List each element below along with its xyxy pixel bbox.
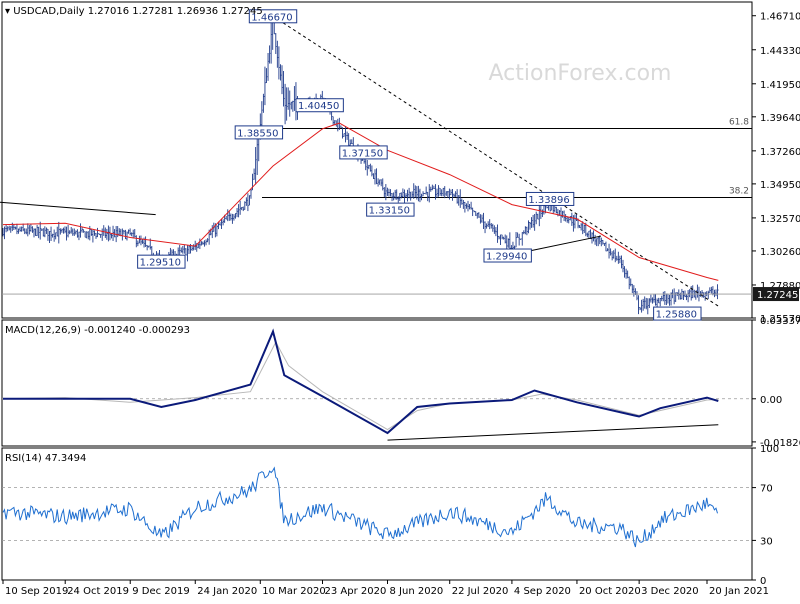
price-ytick-label: 1.39640 [760, 113, 800, 124]
price-annotation-label: 1.40450 [298, 101, 339, 112]
price-ytick-label: 1.27880 [760, 281, 800, 292]
moving-average-line [2, 122, 719, 281]
price-ytick-label: 1.41950 [760, 80, 800, 91]
xaxis-date-label: 24 Oct 2019 [67, 586, 129, 597]
macd-ytick-label: -0.018262 [760, 438, 800, 449]
rsi-panel-frame [1, 447, 753, 581]
price-annotation-label: 1.25880 [656, 310, 697, 321]
price-ytick-label: 1.30260 [760, 247, 800, 258]
xaxis-date-label: 24 Jan 2020 [197, 586, 257, 597]
price-ytick-label: 1.46710 [760, 12, 800, 23]
macd-header-text: MACD(12,26,9) -0.001240 -0.000293 [5, 325, 190, 336]
xaxis-date-label: 4 Sep 2020 [514, 586, 571, 597]
price-annotation-label: 1.33896 [528, 195, 569, 206]
rsi-header-text: RSI(14) 47.3494 [5, 453, 86, 464]
price-ytick-label: 1.37260 [760, 147, 800, 158]
rsi-ytick-label: 70 [760, 484, 773, 495]
fib-level-label: 38.2 [729, 186, 749, 196]
macd-signal-line [2, 341, 719, 431]
xaxis-date-label: 23 Apr 2020 [324, 586, 386, 597]
xaxis-date-label: 10 Mar 2020 [262, 586, 325, 597]
price-annotation-label: 1.38550 [237, 128, 278, 139]
price-annotation-box [234, 125, 284, 140]
watermark-text: ActionForex.com [489, 61, 672, 86]
rsi-ytick-label: 100 [760, 444, 779, 455]
xaxis-date-label: 8 Jun 2020 [390, 586, 444, 597]
rsi-ytick-label: 0 [760, 576, 766, 587]
current-price-label: 1.27245 [757, 290, 798, 301]
price-annotation-label: 1.29510 [140, 258, 181, 269]
price-annotation-box [525, 191, 575, 206]
price-ytick-label: 1.44330 [760, 46, 800, 57]
price-annotation-label: 1.37150 [342, 148, 383, 159]
price-annotation-box [483, 248, 532, 263]
price-annotation-box [248, 9, 298, 24]
price-annotation-box [653, 306, 702, 321]
macd-ytick-label: 0.00 [760, 395, 782, 406]
rsi-line [2, 466, 718, 548]
price-ytick-label: 1.34950 [760, 180, 800, 191]
macd-trendline [387, 424, 719, 441]
price-trendline [272, 15, 719, 307]
fib-level-label: 61.8 [729, 118, 749, 128]
price-annotation-box [339, 145, 388, 160]
price-panel-frame [1, 1, 753, 319]
macd-main-line [3, 328, 719, 435]
xaxis-date-label: 10 Sep 2019 [5, 586, 68, 597]
rsi-ytick-label: 30 [760, 536, 773, 547]
price-trendline [0, 201, 156, 216]
price-ytick-label: 1.32570 [760, 214, 800, 225]
price-annotation-label: 1.29940 [486, 252, 527, 263]
macd-ytick-label: 0.03337 [760, 316, 800, 327]
xaxis-date-label: 20 Jan 2021 [709, 586, 769, 597]
price-annotation-box [366, 202, 415, 217]
price-annotation-label: 1.46670 [251, 12, 292, 23]
macd-panel-frame [1, 319, 753, 447]
current-price-badge [753, 287, 799, 302]
xaxis-date-label: 22 Jul 2020 [452, 586, 509, 597]
price-header-text: ▾ USDCAD,Daily 1.27016 1.27281 1.26936 1… [5, 6, 263, 17]
price-annotation-box [137, 254, 186, 269]
price-annotation-box [295, 98, 344, 113]
xaxis-date-label: 9 Dec 2019 [132, 586, 190, 597]
xaxis-date-label: 3 Dec 2020 [641, 586, 699, 597]
xaxis-date-label: 20 Oct 2020 [579, 586, 641, 597]
price-annotation-label: 1.33150 [369, 206, 410, 217]
price-ytick-label: 1.25570 [760, 314, 800, 325]
